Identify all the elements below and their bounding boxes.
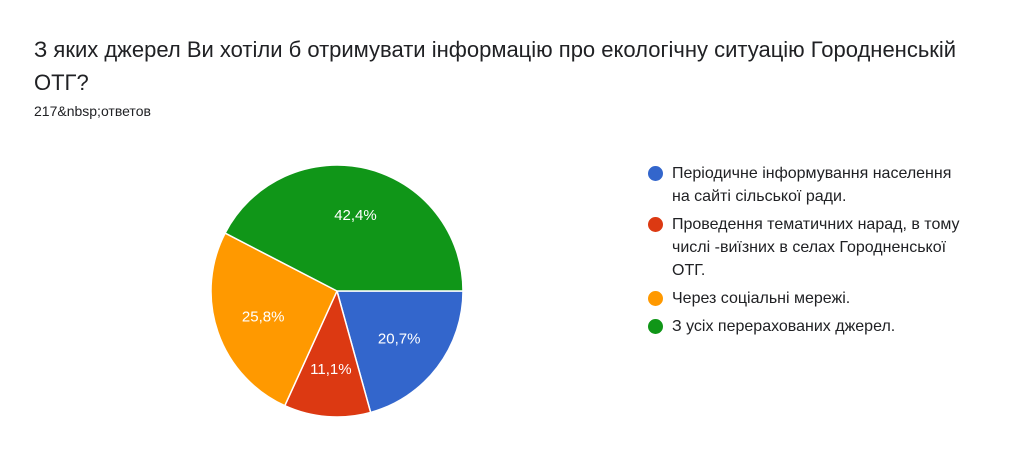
legend-label-1: Періодичне інформування населення на сай… bbox=[672, 165, 952, 205]
legend-swatch-2 bbox=[648, 217, 663, 232]
legend-swatch-1 bbox=[648, 166, 663, 181]
pie-slice-1[interactable] bbox=[336, 290, 464, 414]
pie-slice-4[interactable] bbox=[224, 164, 464, 292]
legend-label-4: З усіх перерахованих джерел. bbox=[672, 318, 896, 335]
legend-swatch-4 bbox=[648, 319, 663, 334]
legend-item-1[interactable]: Періодичне інформування населення на сай… bbox=[648, 162, 968, 208]
slice-label-3: 25,8% bbox=[242, 309, 285, 326]
chart-legend: Періодичне інформування населення на сай… bbox=[648, 162, 968, 343]
legend-item-3[interactable]: Через соціальні мережі. bbox=[648, 287, 968, 310]
pie-slice-2[interactable] bbox=[283, 288, 372, 418]
pie-slice-3[interactable] bbox=[210, 232, 338, 407]
legend-swatch-3 bbox=[648, 291, 663, 306]
legend-label-3: Через соціальні мережі. bbox=[672, 290, 851, 307]
question-title: З яких джерел Ви хотіли б отримувати інф… bbox=[34, 37, 957, 95]
response-count: 217&nbsp;ответов bbox=[34, 103, 151, 119]
legend-item-4[interactable]: З усіх перерахованих джерел. bbox=[648, 315, 968, 338]
slice-label-4: 42,4% bbox=[334, 207, 377, 224]
slice-label-2: 11,1% bbox=[310, 361, 351, 378]
pie-chart: 20,7% 11,1% 25,8% 42,4% bbox=[210, 164, 464, 418]
slice-label-1: 20,7% bbox=[378, 330, 421, 347]
legend-item-2[interactable]: Проведення тематичних нарад, в тому числ… bbox=[648, 213, 968, 282]
legend-label-2: Проведення тематичних нарад, в тому числ… bbox=[672, 216, 960, 279]
